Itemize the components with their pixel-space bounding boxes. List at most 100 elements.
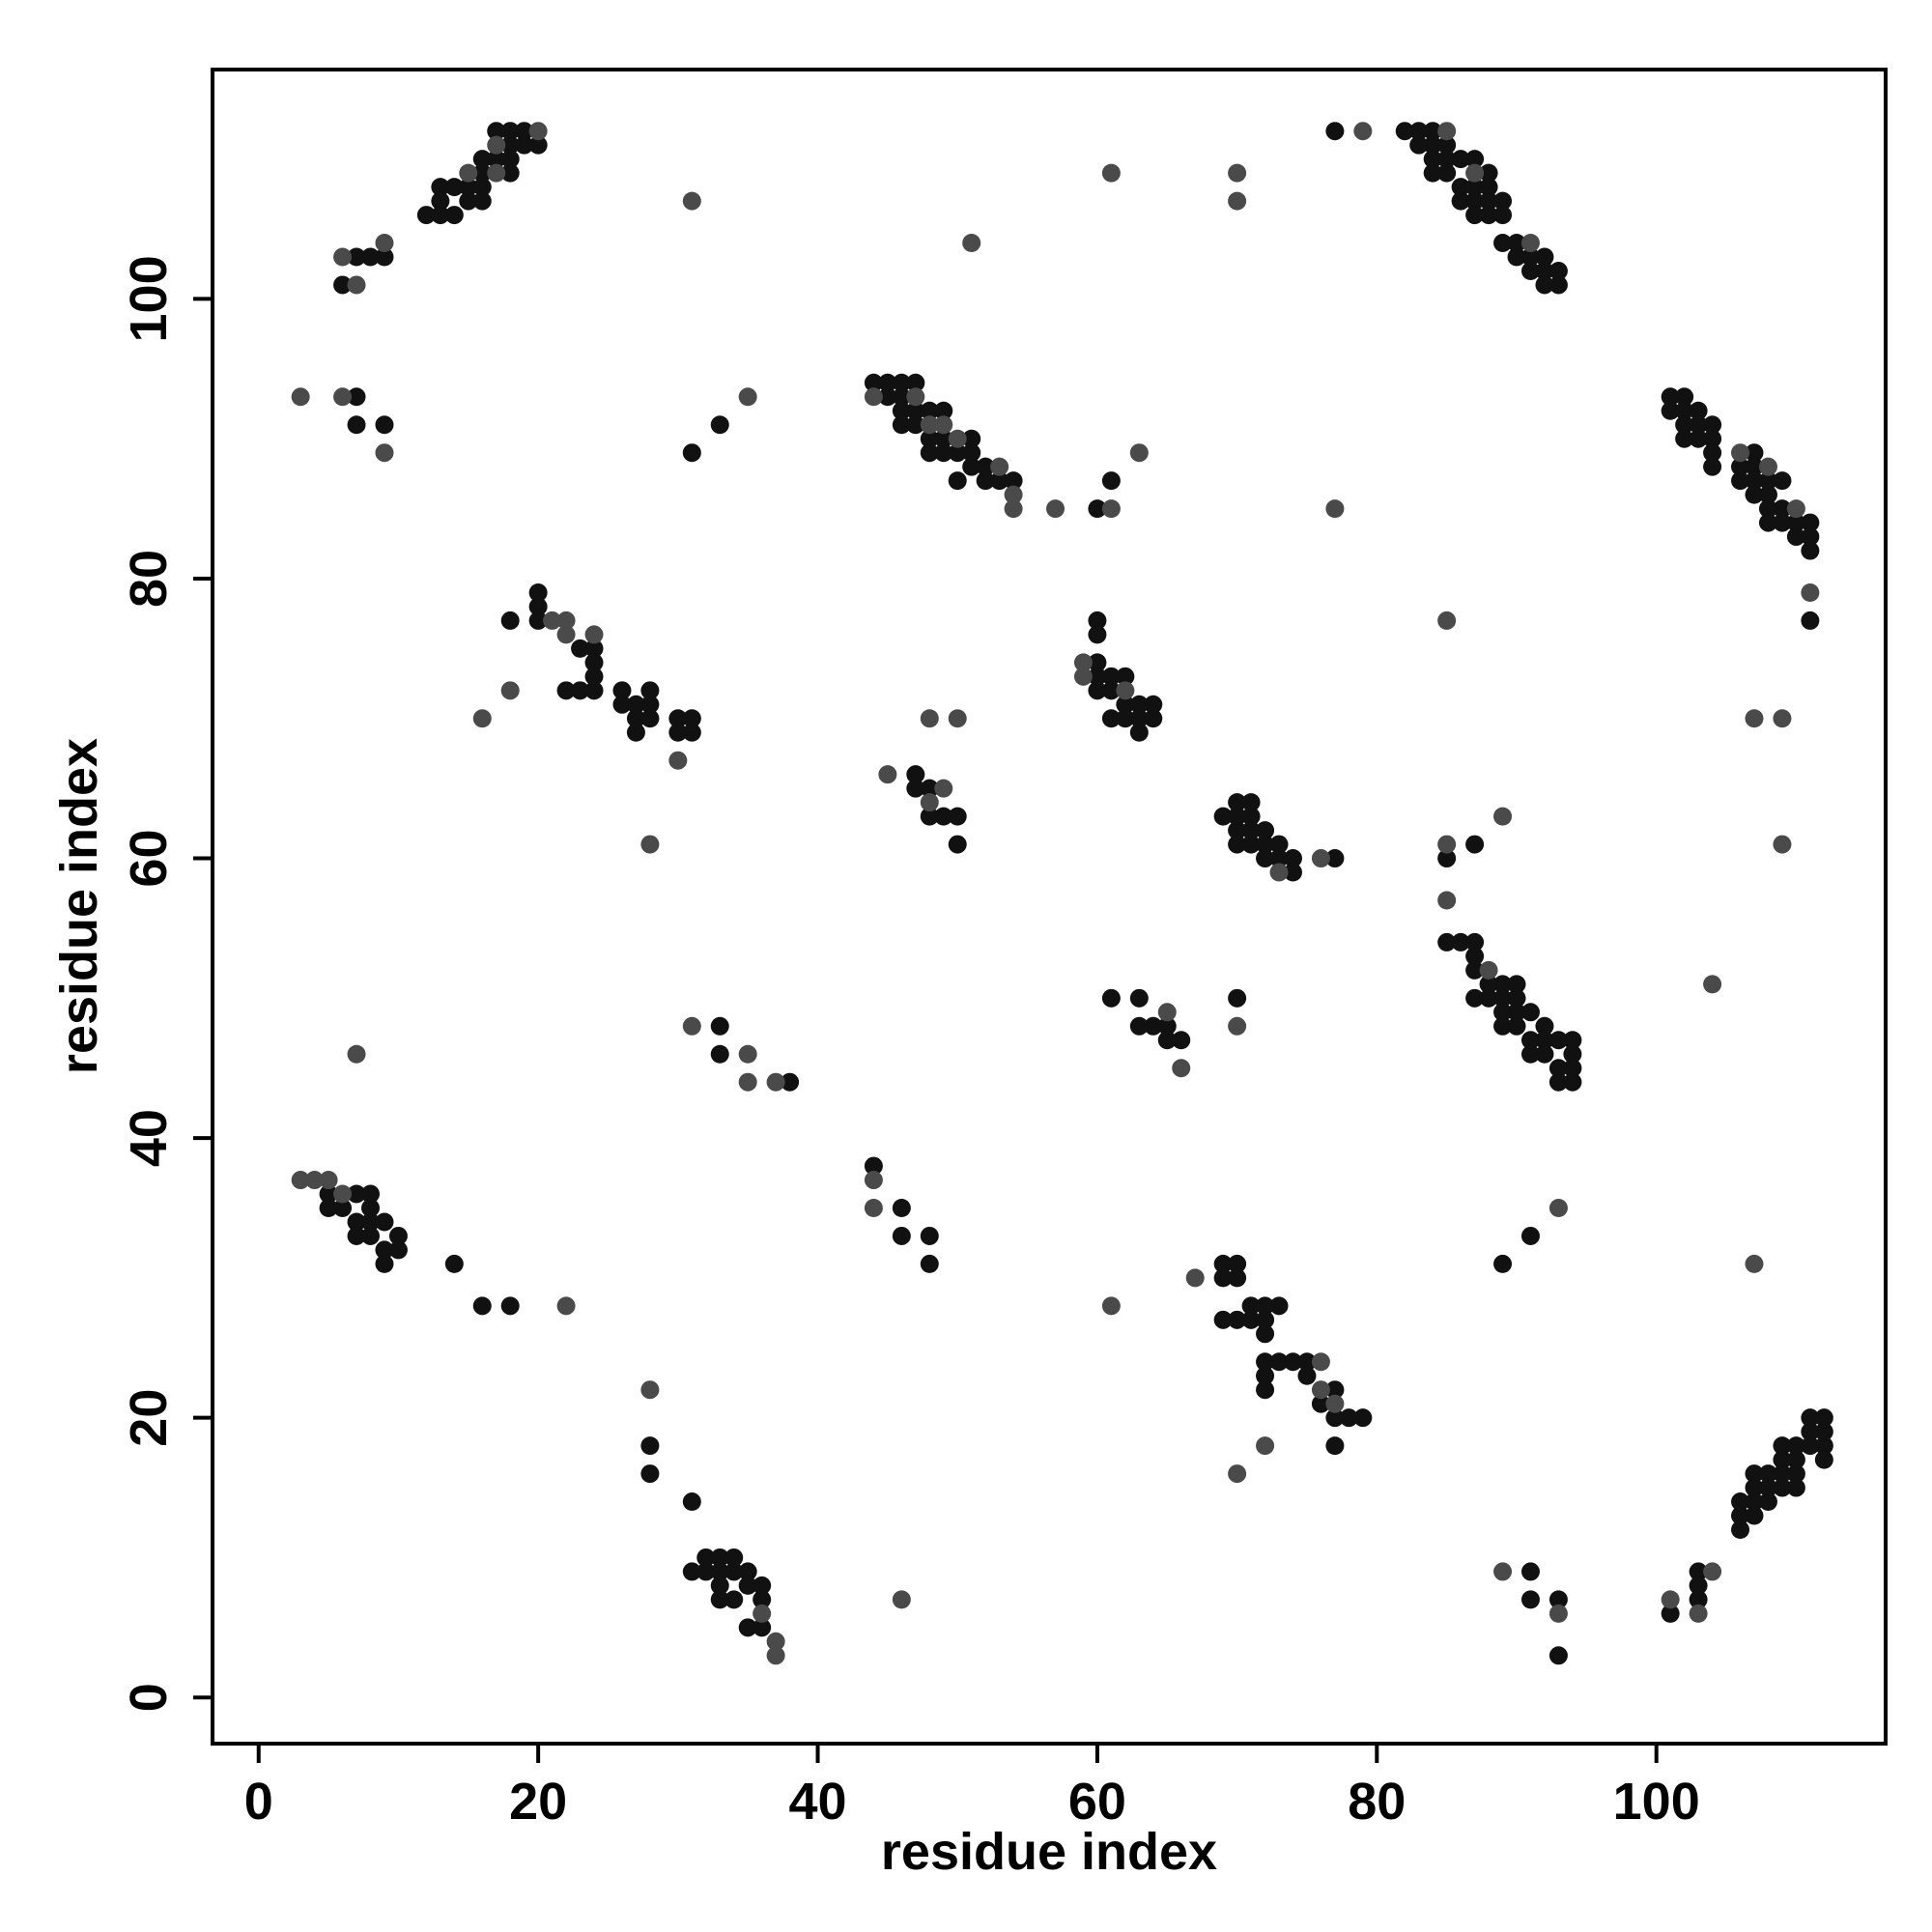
point (1283, 863, 1302, 882)
point (1745, 485, 1764, 504)
point (543, 611, 562, 630)
point (753, 1576, 772, 1595)
point (1786, 1464, 1805, 1484)
point (347, 1184, 366, 1204)
point (1745, 443, 1764, 463)
point (1675, 429, 1694, 448)
point (1256, 849, 1275, 868)
point (1758, 485, 1777, 504)
point (668, 709, 688, 728)
point (1353, 1408, 1373, 1428)
point (948, 709, 967, 728)
x-tick-label: 40 (788, 1773, 846, 1831)
point (1731, 471, 1750, 491)
point (710, 415, 729, 435)
point (1801, 527, 1820, 547)
point (696, 1548, 716, 1567)
point (1479, 206, 1498, 225)
point (1689, 401, 1708, 420)
point (1548, 261, 1568, 280)
point (1172, 1059, 1191, 1078)
point (333, 275, 353, 295)
point (1479, 960, 1498, 980)
point (1129, 695, 1149, 714)
point (1423, 150, 1442, 169)
point (556, 1296, 576, 1316)
point (487, 135, 506, 155)
point (626, 695, 645, 714)
point (1731, 1520, 1750, 1539)
point (892, 401, 911, 420)
point (528, 611, 548, 630)
point (1116, 709, 1135, 728)
point (375, 234, 394, 253)
point (892, 1226, 911, 1245)
point (738, 1072, 757, 1092)
point (710, 1044, 729, 1064)
point (1228, 1464, 1247, 1484)
point (1451, 150, 1470, 169)
point (1172, 1031, 1191, 1050)
point (864, 1156, 883, 1176)
point (1423, 135, 1442, 155)
point (920, 807, 939, 826)
point (1758, 499, 1777, 519)
point (1157, 1016, 1177, 1036)
point (1213, 1254, 1233, 1273)
point (361, 1184, 381, 1204)
point (1129, 709, 1149, 728)
point (347, 387, 366, 407)
point (1451, 191, 1470, 211)
point (1703, 443, 1722, 463)
point (500, 1296, 520, 1316)
point (472, 163, 492, 183)
point (347, 415, 366, 435)
point (766, 1646, 785, 1665)
point (1773, 499, 1792, 519)
point (864, 373, 883, 392)
point (1548, 1590, 1568, 1609)
point (1465, 960, 1485, 980)
point (1241, 821, 1261, 840)
point (962, 457, 981, 476)
point (528, 122, 548, 141)
point (500, 163, 520, 183)
point (1675, 387, 1694, 407)
point (1241, 835, 1261, 854)
point (1773, 1464, 1792, 1484)
point (1520, 261, 1540, 280)
point (920, 429, 939, 448)
point (1437, 122, 1457, 141)
point (1773, 513, 1792, 532)
point (500, 611, 520, 630)
point (1185, 1268, 1205, 1288)
point (1409, 122, 1429, 141)
point (1689, 429, 1708, 448)
point (444, 178, 464, 197)
point (1814, 1408, 1833, 1428)
point (1731, 1492, 1750, 1512)
point (375, 1212, 394, 1232)
point (1786, 1436, 1805, 1456)
point (1088, 653, 1107, 672)
point (1088, 611, 1107, 630)
point (347, 247, 366, 267)
point (1479, 975, 1498, 994)
point (528, 135, 548, 155)
point (1745, 1478, 1764, 1497)
point (612, 681, 632, 700)
point (1465, 206, 1485, 225)
point (1661, 387, 1680, 407)
point (1144, 695, 1163, 714)
point (920, 793, 939, 812)
point (1241, 807, 1261, 826)
point (1228, 1310, 1247, 1329)
point (1213, 1310, 1233, 1329)
point (1661, 1604, 1680, 1623)
point (375, 247, 394, 267)
point (1703, 1562, 1722, 1581)
point (319, 1198, 338, 1217)
point (1116, 695, 1135, 714)
point (556, 625, 576, 644)
